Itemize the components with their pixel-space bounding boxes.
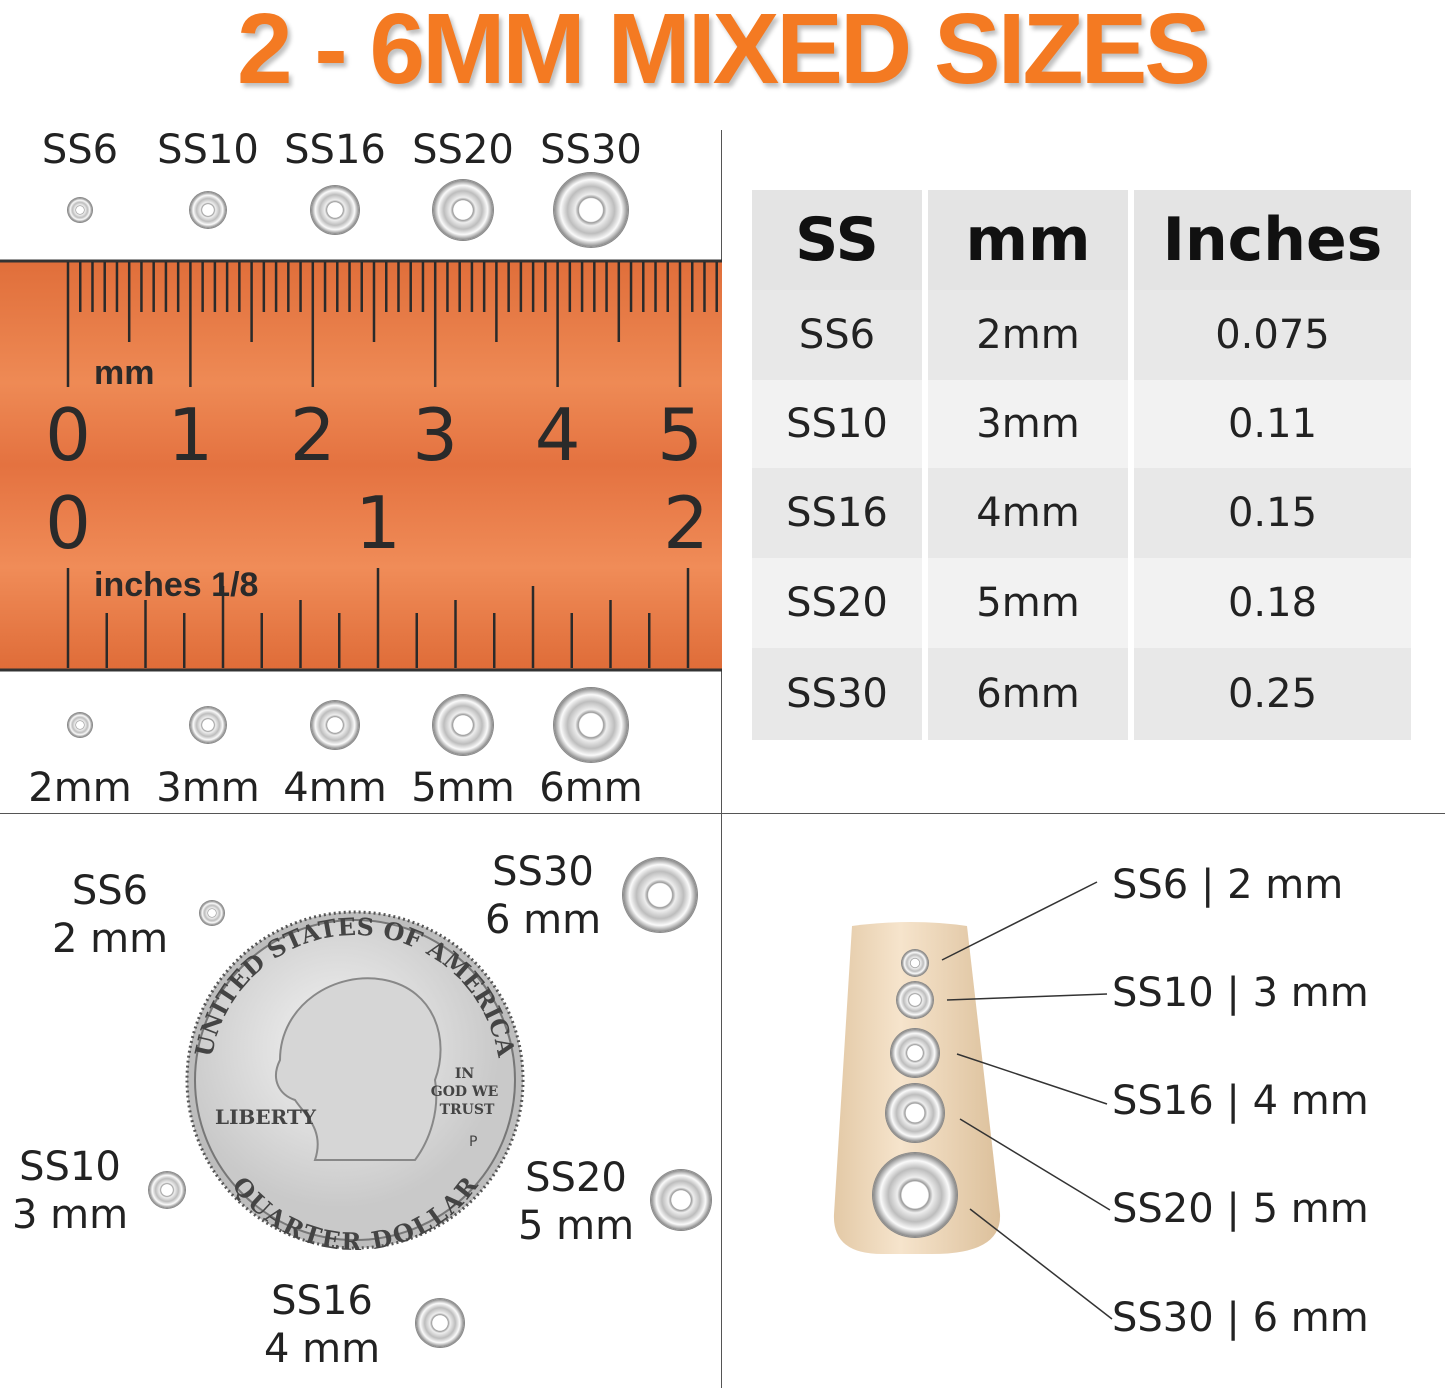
table-row: SS20 5mm 0.18 bbox=[752, 558, 1411, 648]
cell: 0.18 bbox=[1134, 558, 1411, 648]
ruler-inch-unit: inches 1/8 bbox=[94, 566, 258, 604]
rhinestone-ss16 bbox=[416, 1299, 464, 1347]
ruler-mm-unit: mm bbox=[94, 354, 154, 392]
headline: 2 - 6MM MIXED SIZES bbox=[237, 0, 1211, 105]
rhinestone-ss10 bbox=[149, 1172, 185, 1208]
coin-motto: IN bbox=[455, 1066, 475, 1082]
coin-motto: TRUST bbox=[440, 1102, 495, 1118]
rhinestone-ss20 bbox=[433, 180, 493, 240]
ruler-bottom-label: 3mm bbox=[156, 765, 260, 811]
cell: SS6 bbox=[752, 290, 922, 380]
rhinestone-ss10 bbox=[190, 192, 226, 228]
cell: SS16 bbox=[752, 468, 922, 558]
coin-label-ss20: SS20 5 mm bbox=[517, 1155, 635, 1249]
mm-label: 5 bbox=[657, 393, 703, 477]
coin-label-ss6: SS6 2 mm bbox=[51, 868, 169, 962]
rhinestone-ss20 bbox=[886, 1084, 944, 1142]
rhinestone-6mm bbox=[554, 688, 628, 762]
inch-label: 0 bbox=[45, 481, 91, 565]
table-row: SS6 2mm 0.075 bbox=[752, 290, 1411, 380]
cell: 4mm bbox=[928, 468, 1128, 558]
ruler-body bbox=[0, 260, 722, 670]
svg-text:IN GOD WE TRUST: IN GOD WE TRUST bbox=[431, 1066, 503, 1118]
cell: SS20 bbox=[752, 558, 922, 648]
cell: 2mm bbox=[928, 290, 1128, 380]
cell: 0.25 bbox=[1134, 648, 1411, 740]
coin-label-ss10: SS10 3 mm bbox=[11, 1144, 129, 1238]
rhinestone-ss30 bbox=[623, 858, 697, 932]
nail-label: SS30 | 6 mm bbox=[1112, 1295, 1369, 1341]
mm-label: 2 bbox=[290, 393, 336, 477]
nail-label: SS16 | 4 mm bbox=[1112, 1078, 1369, 1124]
rhinestone-ss20 bbox=[651, 1170, 711, 1230]
ruler-top-label: SS20 bbox=[412, 127, 514, 173]
header-inches: Inches bbox=[1134, 190, 1411, 290]
ruler-bottom-label: 2mm bbox=[28, 765, 132, 811]
cell: 0.15 bbox=[1134, 468, 1411, 558]
inch-label: 2 bbox=[663, 481, 709, 565]
cell: 0.075 bbox=[1134, 290, 1411, 380]
rhinestone-ss6 bbox=[68, 198, 92, 222]
header-ss: SS bbox=[752, 190, 922, 290]
rhinestone-ss16 bbox=[891, 1029, 939, 1077]
nail-label: SS6 | 2 mm bbox=[1112, 862, 1344, 908]
cell: SS30 bbox=[752, 648, 922, 740]
coin-label-ss16: SS16 4 mm bbox=[263, 1278, 381, 1372]
nail-label: SS20 | 5 mm bbox=[1112, 1186, 1369, 1232]
coin-liberty: LIBERTY bbox=[215, 1105, 317, 1129]
ruler-top-label: SS16 bbox=[284, 127, 386, 173]
mm-label: 0 bbox=[45, 393, 91, 477]
table-row: SS30 6mm 0.25 bbox=[752, 648, 1411, 740]
rhinestone-ss30 bbox=[554, 173, 628, 247]
divider-horizontal bbox=[0, 813, 1445, 814]
ruler-bottom-label: 4mm bbox=[283, 765, 387, 811]
rhinestone-ss6 bbox=[200, 901, 224, 925]
divider-vertical bbox=[721, 130, 722, 1388]
inch-label: 1 bbox=[355, 481, 401, 565]
quarter-coin: UNITED STATES OF AMERICA QUARTER DOLLAR … bbox=[185, 910, 525, 1250]
cell: 5mm bbox=[928, 558, 1128, 648]
size-table: SS mm Inches SS6 2mm 0.075 SS10 3mm 0.11 SS1… bbox=[746, 190, 1417, 740]
coin-mint: P bbox=[469, 1134, 477, 1150]
table-header-row: SS mm Inches bbox=[752, 190, 1411, 290]
cell: 0.11 bbox=[1134, 380, 1411, 468]
rhinestone-2mm bbox=[68, 713, 92, 737]
nail-label: SS10 | 3 mm bbox=[1112, 970, 1369, 1016]
table-row: SS16 4mm 0.15 bbox=[752, 468, 1411, 558]
cell: 3mm bbox=[928, 380, 1128, 468]
rhinestone-ss10 bbox=[897, 982, 933, 1018]
rhinestone-4mm bbox=[311, 701, 359, 749]
rhinestone-3mm bbox=[190, 707, 226, 743]
coin-label-ss30: SS30 6 mm bbox=[484, 849, 602, 943]
ruler-bottom-label: 5mm bbox=[411, 765, 515, 811]
mm-label: 3 bbox=[412, 393, 458, 477]
ruler-top-label: SS10 bbox=[157, 127, 259, 173]
rhinestone-5mm bbox=[433, 695, 493, 755]
cell: SS10 bbox=[752, 380, 922, 468]
table-row: SS10 3mm 0.11 bbox=[752, 380, 1411, 468]
rhinestone-ss16 bbox=[311, 186, 359, 234]
mm-label: 4 bbox=[535, 393, 581, 477]
ruler-top-label: SS30 bbox=[540, 127, 642, 173]
cell: 6mm bbox=[928, 648, 1128, 740]
header-mm: mm bbox=[928, 190, 1128, 290]
ruler-bottom-label: 6mm bbox=[539, 765, 643, 811]
ruler-top-label: SS6 bbox=[41, 127, 119, 173]
mm-label: 1 bbox=[167, 393, 213, 477]
coin-motto: GOD WE bbox=[431, 1084, 499, 1100]
rhinestone-ss30 bbox=[873, 1153, 957, 1237]
rhinestone-ss6 bbox=[902, 950, 928, 976]
portrait bbox=[275, 977, 442, 1161]
